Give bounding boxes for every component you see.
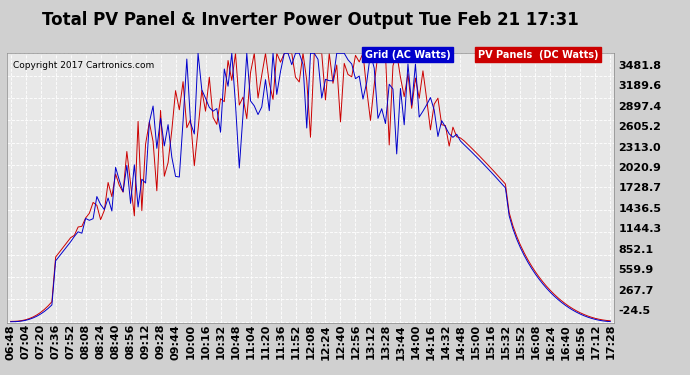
Text: Grid (AC Watts): Grid (AC Watts) — [365, 50, 451, 60]
Text: PV Panels  (DC Watts): PV Panels (DC Watts) — [478, 50, 598, 60]
Text: Copyright 2017 Cartronics.com: Copyright 2017 Cartronics.com — [13, 61, 155, 70]
Text: Total PV Panel & Inverter Power Output Tue Feb 21 17:31: Total PV Panel & Inverter Power Output T… — [42, 11, 579, 29]
